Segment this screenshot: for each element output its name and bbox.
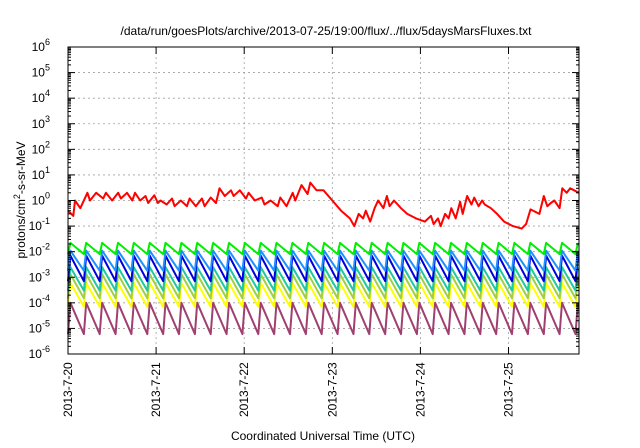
- grid: [68, 47, 579, 354]
- y-tick-label: 10-3: [29, 267, 50, 284]
- y-tick-label: 10-6: [29, 344, 50, 361]
- y-tick-label: 10-4: [29, 293, 50, 310]
- y-tick-label: 105: [32, 63, 50, 80]
- x-tick-label: 2013-7-22: [237, 362, 251, 417]
- series-line: [67, 249, 579, 272]
- y-tick-label: 10-5: [29, 318, 50, 335]
- y-tick-label: 106: [32, 37, 50, 54]
- series-line: [67, 241, 579, 256]
- y-tick-label: 10-1: [29, 216, 50, 233]
- series-line: [67, 301, 579, 336]
- x-tick-label: 2013-7-21: [149, 362, 163, 417]
- x-axis-label: Coordinated Universal Time (UTC): [231, 429, 415, 443]
- x-tick-label: 2013-7-24: [413, 362, 427, 417]
- y-axis-label: protons/cm2-s-sr-MeV: [12, 141, 28, 258]
- series-line: [67, 181, 580, 230]
- y-tick-labels: 10-6 10-5 10-4 10-3 10-2 10-1 100 101 102 103 104 1…: [29, 37, 50, 361]
- y-tick-label: 104: [32, 88, 50, 105]
- y-tick-label: 102: [32, 139, 50, 156]
- series-layer: [67, 181, 580, 336]
- y-tick-label: 10-2: [29, 242, 50, 259]
- x-tick-labels: 2013-7-20 2013-7-21 2013-7-22 2013-7-23 2013…: [61, 362, 516, 417]
- y-tick-label: 101: [32, 165, 50, 182]
- y-tick-label: 100: [32, 191, 50, 208]
- plot-frame: [67, 46, 580, 355]
- y-tick-label: 103: [32, 114, 50, 131]
- x-tick-label: 2013-7-25: [502, 362, 516, 417]
- chart-title: /data/run/goesPlots/archive/2013-07-25/1…: [121, 24, 533, 38]
- x-tick-label: 2013-7-20: [61, 362, 75, 417]
- x-tick-label: 2013-7-23: [325, 362, 339, 417]
